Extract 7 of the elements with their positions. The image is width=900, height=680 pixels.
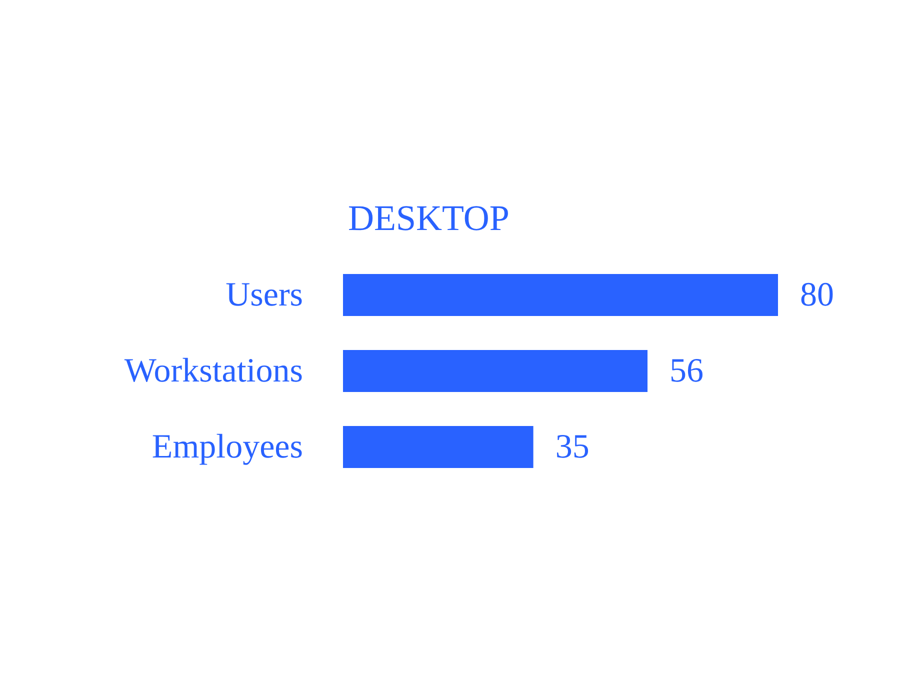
- y-tick-label: Users: [226, 276, 303, 314]
- data-label: 80: [800, 276, 834, 314]
- y-tick-label: Employees: [152, 428, 303, 466]
- data-label: 35: [555, 428, 590, 466]
- data-label: 56: [670, 352, 704, 390]
- chart-title: DESKTOP: [348, 198, 510, 238]
- y-tick-label: Workstations: [124, 352, 303, 390]
